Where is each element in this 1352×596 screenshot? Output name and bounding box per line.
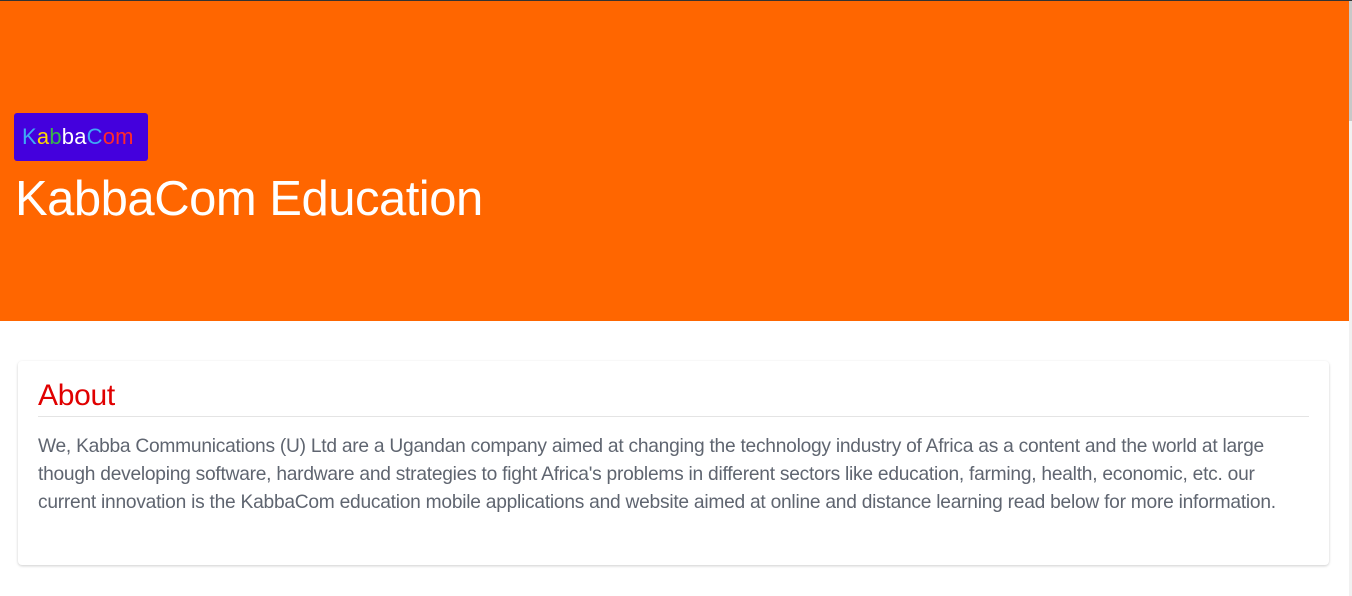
kabbacom-logo[interactable]: KabbaCom <box>14 113 148 161</box>
window-top-border <box>0 0 1352 1</box>
about-divider <box>38 416 1309 417</box>
logo-letter: K <box>22 124 37 149</box>
about-text: We, Kabba Communications (U) Ltd are a U… <box>38 436 1276 513</box>
hero-banner: KabbaCom KabbaCom Education <box>0 1 1349 321</box>
scrollbar-thumb[interactable] <box>1349 1 1352 121</box>
vertical-scrollbar[interactable] <box>1349 1 1352 596</box>
about-heading: About <box>38 379 115 412</box>
logo-letter: a <box>74 124 87 149</box>
logo-letter: b <box>49 124 62 149</box>
logo-letter: m <box>115 124 134 149</box>
page-title: KabbaCom Education <box>15 172 483 226</box>
logo-letter: o <box>102 124 116 149</box>
logo-letter: C <box>86 124 103 149</box>
logo-letter: a <box>36 124 50 149</box>
logo-letter: b <box>61 124 75 149</box>
about-card: About We, Kabba Communications (U) Ltd a… <box>18 361 1329 565</box>
